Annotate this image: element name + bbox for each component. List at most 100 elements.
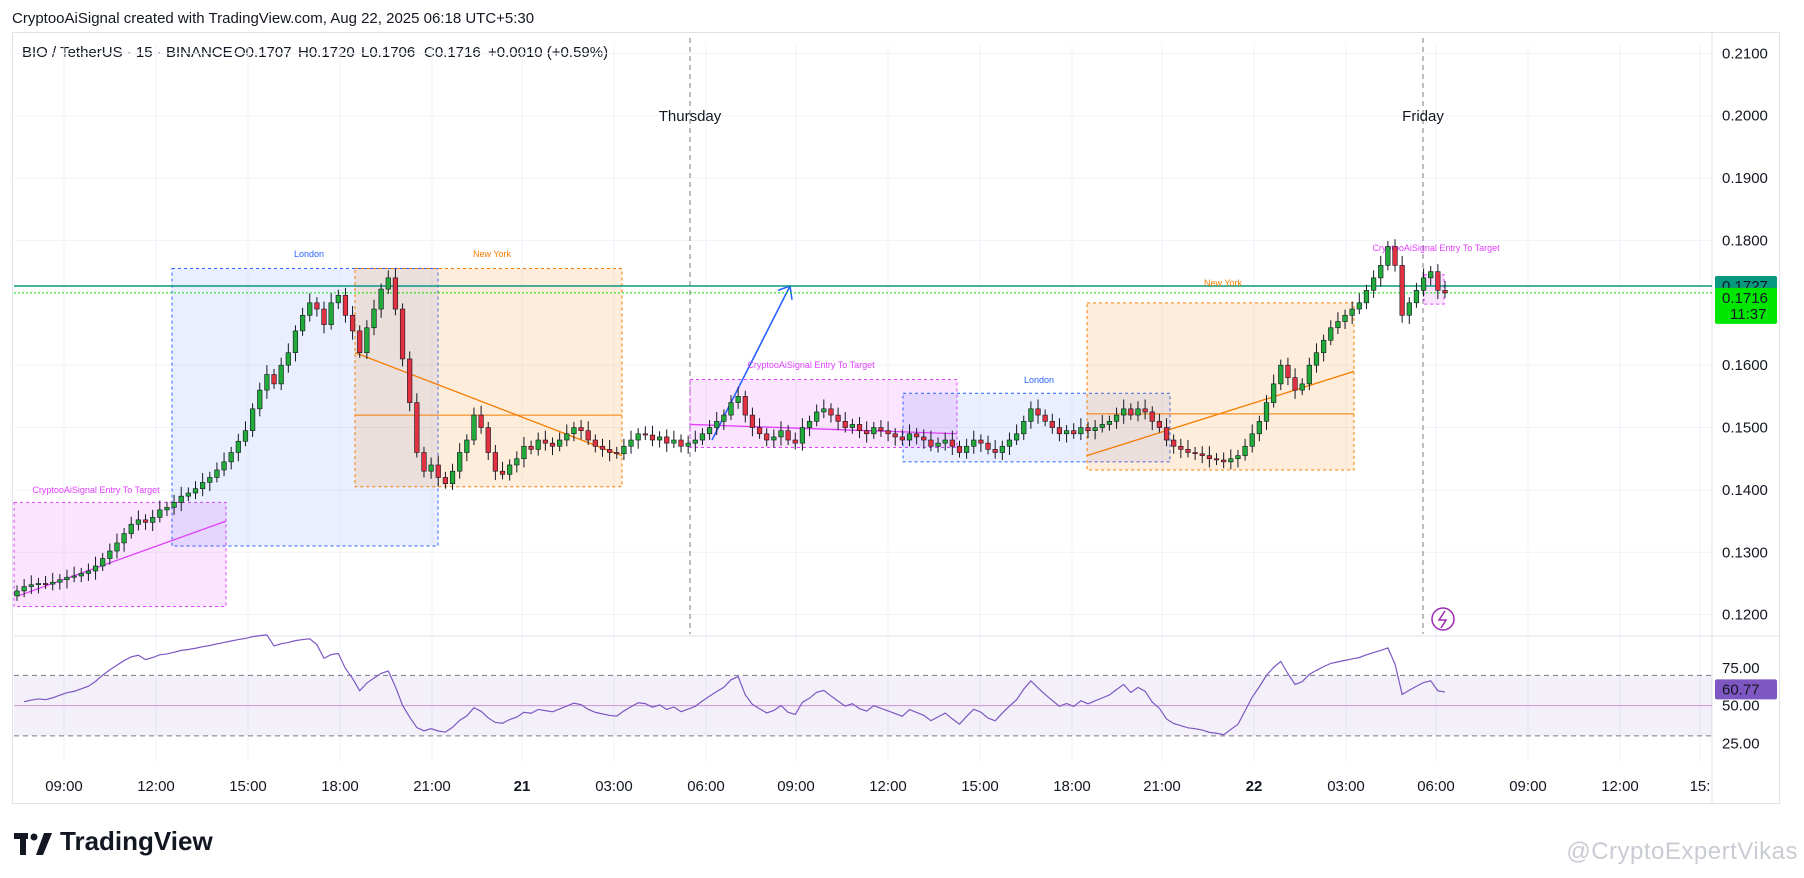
candle-body bbox=[135, 519, 141, 525]
newyork-session-box bbox=[1086, 302, 1355, 471]
candle-body bbox=[278, 364, 284, 385]
candle-body bbox=[621, 445, 627, 455]
candle-body bbox=[871, 427, 877, 435]
candle-body bbox=[792, 439, 798, 444]
candle-body bbox=[928, 439, 934, 447]
price-tick-label: 0.2100 bbox=[1722, 45, 1768, 62]
price-tick-label: 0.1200 bbox=[1722, 607, 1768, 624]
candle-body bbox=[485, 427, 491, 453]
candle-body bbox=[1292, 377, 1298, 391]
candle-body bbox=[342, 295, 349, 316]
candle-body bbox=[492, 452, 498, 472]
candle-body bbox=[1385, 246, 1391, 266]
candle-body bbox=[949, 439, 955, 447]
candle-body bbox=[699, 433, 706, 441]
tradingview-logo[interactable]: TradingView bbox=[14, 826, 213, 857]
candle-body bbox=[635, 433, 641, 441]
candle-body bbox=[656, 436, 663, 441]
candle-body bbox=[1342, 314, 1348, 322]
chart-svg[interactable]: BIO / TetherUS · 15 · BINANCE O0.1707 H0… bbox=[0, 0, 1804, 820]
candle-body bbox=[1278, 364, 1284, 385]
legend-high: H0.1720 bbox=[298, 44, 355, 61]
candle-body bbox=[756, 427, 763, 435]
candle-body bbox=[956, 445, 963, 453]
rsi-tick-label: 75.00 bbox=[1722, 660, 1760, 677]
candle-body bbox=[57, 579, 63, 583]
axes: 0.2100 0.2000 0.1900 0.1800 0.1600 0.1500 0.14… bbox=[45, 45, 1777, 795]
lightning-icon bbox=[1431, 607, 1455, 631]
candle-body bbox=[906, 433, 913, 441]
candle-body bbox=[1363, 290, 1370, 304]
candle-body bbox=[964, 445, 970, 453]
time-tick-label: 18:00 bbox=[321, 778, 359, 795]
signal-label: CryptooAiSignal Entry To Target bbox=[1372, 243, 1500, 253]
candle-body bbox=[628, 439, 634, 447]
candle-body bbox=[1406, 302, 1412, 316]
candle-body bbox=[321, 308, 327, 325]
candle-body bbox=[1156, 421, 1162, 428]
candle-body bbox=[599, 445, 606, 450]
candle-body bbox=[1071, 430, 1077, 435]
rsi-tick-label: 50.00 bbox=[1722, 698, 1760, 715]
candle-body bbox=[1199, 453, 1205, 456]
candle-body bbox=[1121, 408, 1127, 416]
legend-symbol: BIO / TetherUS · 15 · BINANCE bbox=[22, 44, 233, 61]
candle-body bbox=[564, 433, 570, 441]
candle-body bbox=[178, 495, 184, 503]
price-tick-label: 0.1800 bbox=[1722, 232, 1768, 249]
candle-body bbox=[1085, 427, 1091, 431]
candle-body bbox=[1185, 449, 1191, 453]
tradingview-logo-icon bbox=[14, 831, 52, 855]
time-tick-label: 21 bbox=[514, 778, 531, 795]
candle-body bbox=[499, 470, 506, 475]
overlays: CryptooAiSignal Entry To Target London New… bbox=[13, 243, 1712, 631]
candle-body bbox=[507, 464, 513, 475]
candle-body bbox=[442, 477, 449, 484]
candle-body bbox=[157, 509, 163, 518]
candle-body bbox=[1171, 439, 1177, 447]
candle-body bbox=[514, 458, 520, 466]
candle-body bbox=[921, 436, 927, 441]
candle-body bbox=[1006, 439, 1013, 447]
candle-body bbox=[92, 565, 99, 572]
candle-body bbox=[1321, 339, 1327, 354]
london-session-box bbox=[902, 392, 1171, 463]
candle-body bbox=[728, 402, 734, 416]
candle-body bbox=[1420, 277, 1427, 291]
signal-box bbox=[13, 501, 227, 608]
lightning-icon-glyph bbox=[1437, 610, 1448, 629]
candle-body bbox=[314, 302, 320, 310]
candle-body bbox=[821, 408, 827, 413]
candle-body bbox=[1106, 421, 1113, 425]
newyork-label: New York bbox=[1204, 278, 1243, 288]
candle-body bbox=[642, 433, 648, 436]
chart-frame[interactable] bbox=[12, 32, 1780, 804]
candle-body bbox=[935, 442, 941, 447]
candle-body bbox=[228, 452, 234, 463]
candle-body bbox=[21, 586, 27, 592]
legend-low: L0.1706 bbox=[361, 44, 415, 61]
last-price-label-bg bbox=[1715, 287, 1777, 324]
candle-body bbox=[742, 396, 748, 416]
legend-change: +0.0010 (+0.59%) bbox=[488, 44, 608, 61]
target-arrow bbox=[711, 285, 791, 441]
candle-body bbox=[328, 302, 334, 325]
candle-body bbox=[1049, 421, 1055, 428]
candle-body bbox=[1021, 421, 1027, 435]
candle-body bbox=[1328, 327, 1334, 341]
candle-body bbox=[150, 517, 156, 523]
time-tick-label: 12:00 bbox=[869, 778, 907, 795]
candle-body bbox=[885, 430, 891, 435]
legend-open: O0.1707 bbox=[234, 44, 292, 61]
candle-body bbox=[1042, 414, 1048, 422]
candle-body bbox=[357, 330, 363, 354]
candle-body bbox=[1235, 455, 1241, 460]
tradingview-logo-text: TradingView bbox=[60, 826, 213, 856]
candle-body bbox=[614, 452, 620, 455]
candle-body bbox=[971, 439, 977, 447]
candle-body bbox=[585, 430, 591, 441]
time-tick-label: 15:00 bbox=[229, 778, 267, 795]
candle-body bbox=[378, 288, 384, 310]
candle-body bbox=[292, 330, 299, 354]
candle-body bbox=[171, 502, 177, 508]
